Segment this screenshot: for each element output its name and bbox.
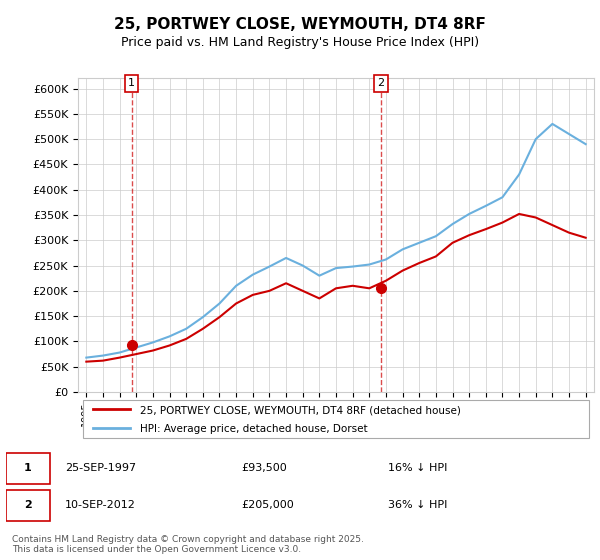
Text: Contains HM Land Registry data © Crown copyright and database right 2025.
This d: Contains HM Land Registry data © Crown c…	[12, 535, 364, 554]
Text: 1: 1	[128, 78, 135, 88]
FancyBboxPatch shape	[6, 452, 50, 484]
Text: 1: 1	[24, 463, 32, 473]
Text: 10-SEP-2012: 10-SEP-2012	[65, 500, 136, 510]
Text: 25, PORTWEY CLOSE, WEYMOUTH, DT4 8RF (detached house): 25, PORTWEY CLOSE, WEYMOUTH, DT4 8RF (de…	[140, 405, 461, 415]
FancyBboxPatch shape	[83, 400, 589, 437]
Text: £93,500: £93,500	[241, 463, 287, 473]
Text: Price paid vs. HM Land Registry's House Price Index (HPI): Price paid vs. HM Land Registry's House …	[121, 36, 479, 49]
FancyBboxPatch shape	[6, 489, 50, 521]
Text: 16% ↓ HPI: 16% ↓ HPI	[388, 463, 448, 473]
Text: 36% ↓ HPI: 36% ↓ HPI	[388, 500, 448, 510]
Text: 2: 2	[377, 78, 385, 88]
Text: 2: 2	[24, 500, 32, 510]
Text: 25, PORTWEY CLOSE, WEYMOUTH, DT4 8RF: 25, PORTWEY CLOSE, WEYMOUTH, DT4 8RF	[114, 17, 486, 32]
Text: HPI: Average price, detached house, Dorset: HPI: Average price, detached house, Dors…	[140, 424, 368, 433]
Text: 25-SEP-1997: 25-SEP-1997	[65, 463, 136, 473]
Text: £205,000: £205,000	[241, 500, 294, 510]
